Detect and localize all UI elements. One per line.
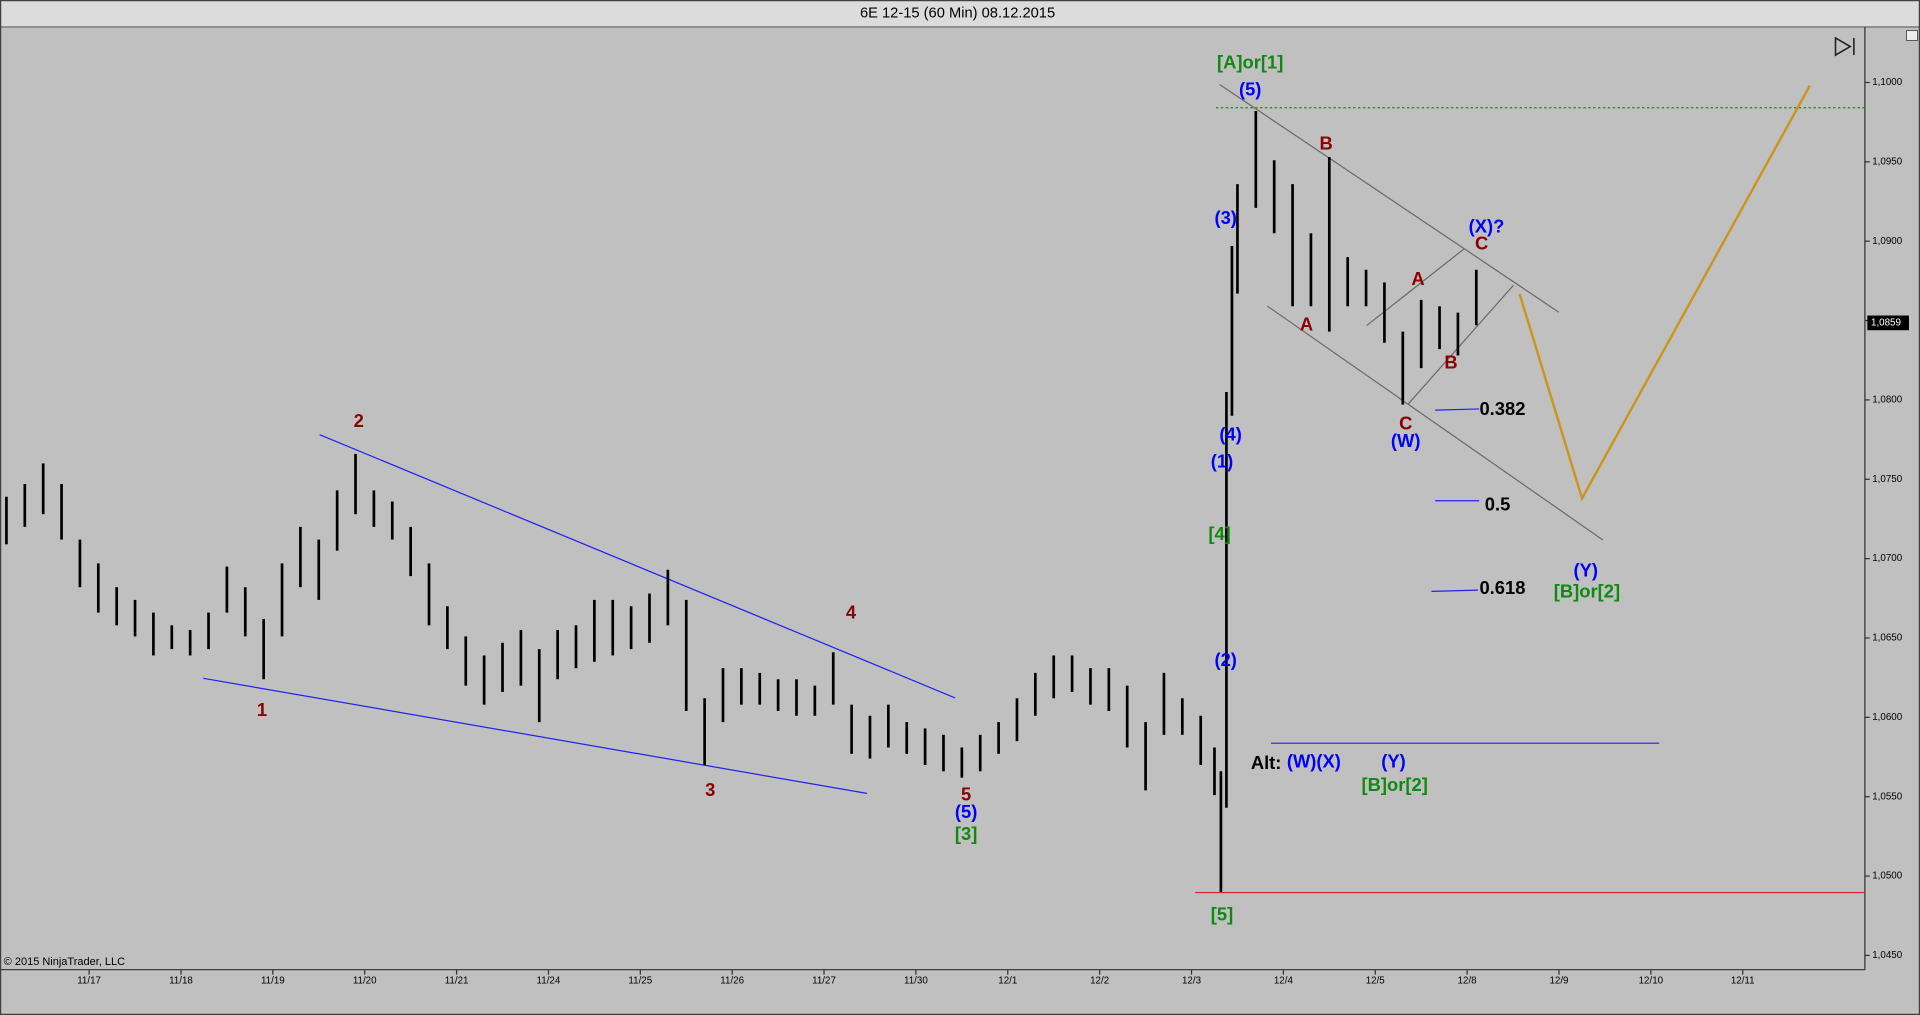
wave-label: 2 bbox=[354, 410, 364, 431]
wave-label: (4) bbox=[1219, 424, 1241, 445]
x-tick-label: 11/19 bbox=[261, 975, 285, 986]
wave-label: (5) bbox=[1239, 78, 1261, 99]
panel-toggle[interactable] bbox=[1906, 30, 1918, 41]
wave-label: [B]or[2] bbox=[1554, 580, 1620, 601]
chart-title: 6E 12-15 (60 Min) 08.12.2015 bbox=[860, 5, 1055, 21]
wave-label: 0.5 bbox=[1485, 494, 1511, 515]
wave-label: 4 bbox=[846, 601, 857, 622]
x-tick-label: 11/18 bbox=[169, 975, 193, 986]
last-price-label: 1,0859 bbox=[1871, 317, 1901, 328]
projection-path bbox=[1518, 85, 1811, 502]
wave-label: 0.382 bbox=[1479, 398, 1525, 419]
wave-label: [A]or[1] bbox=[1217, 52, 1283, 73]
channel-line bbox=[1366, 248, 1465, 327]
y-tick-label: 1,0450 bbox=[1872, 950, 1902, 961]
price-bars bbox=[5, 111, 1478, 892]
y-tick-label: 1,0650 bbox=[1872, 633, 1902, 644]
x-tick-label: 11/26 bbox=[720, 975, 744, 986]
wave-label: B bbox=[1319, 132, 1332, 153]
trend-line bbox=[203, 677, 868, 794]
x-tick-label: 11/24 bbox=[537, 975, 561, 986]
x-tick-label: 12/8 bbox=[1458, 975, 1478, 986]
wave-label: B bbox=[1444, 351, 1457, 372]
wave-label: (X)? bbox=[1469, 216, 1505, 237]
wave-label: (W) bbox=[1391, 430, 1421, 451]
y-tick-label: 1,0600 bbox=[1872, 712, 1902, 723]
x-tick-label: 11/21 bbox=[445, 975, 469, 986]
y-tick-label: 1,0750 bbox=[1872, 474, 1902, 485]
y-tick-label: 1,0950 bbox=[1872, 156, 1902, 167]
wave-label: C bbox=[1399, 413, 1412, 434]
title-bar bbox=[0, 0, 1920, 27]
fib-line bbox=[1431, 589, 1478, 592]
wave-label: A bbox=[1411, 268, 1424, 289]
fib-line bbox=[1435, 408, 1480, 411]
wave-label: A bbox=[1300, 314, 1313, 335]
play-icon[interactable] bbox=[1834, 36, 1855, 57]
wave-label: [4] bbox=[1208, 523, 1230, 544]
x-tick-label: 12/3 bbox=[1182, 975, 1202, 986]
last-price-box bbox=[1867, 315, 1909, 331]
wave-label: (Y) bbox=[1573, 560, 1597, 581]
x-tick-label: 12/9 bbox=[1549, 975, 1568, 986]
x-tick-label: 11/17 bbox=[77, 975, 101, 986]
x-tick-label: 12/10 bbox=[1639, 975, 1664, 986]
wave-label: 0.618 bbox=[1479, 577, 1525, 598]
y-tick-label: 1,0800 bbox=[1872, 395, 1902, 406]
wave-label: [5] bbox=[1211, 904, 1233, 925]
wave-label: (Y) bbox=[1381, 751, 1405, 772]
wave-label: (W)(X) bbox=[1287, 751, 1341, 772]
wave-label: [B]or[2] bbox=[1362, 774, 1428, 795]
y-tick-label: 1,0700 bbox=[1872, 553, 1902, 564]
x-tick-label: 12/11 bbox=[1731, 975, 1755, 986]
wave-label: 3 bbox=[705, 779, 715, 800]
wave-label: 1 bbox=[257, 699, 267, 720]
channel-line bbox=[1219, 83, 1560, 313]
play-triangle[interactable] bbox=[1834, 36, 1852, 57]
drawings bbox=[203, 83, 1865, 894]
wave-label: (3) bbox=[1214, 207, 1236, 228]
wave-label: C bbox=[1475, 233, 1488, 254]
wave-label: (5) bbox=[955, 801, 977, 822]
y-tick-label: 1,0900 bbox=[1872, 236, 1902, 247]
y-tick-label: 1,0500 bbox=[1872, 871, 1902, 882]
wave-label: (1) bbox=[1211, 451, 1233, 472]
channel-line bbox=[1407, 284, 1514, 405]
x-tick-label: 12/4 bbox=[1274, 975, 1294, 986]
x-tick-label: 11/20 bbox=[353, 975, 377, 986]
wave-label: Alt: bbox=[1251, 752, 1282, 773]
x-tick-label: 12/5 bbox=[1366, 975, 1386, 986]
trend-line bbox=[319, 434, 956, 699]
y-tick-label: 1,1000 bbox=[1872, 77, 1902, 88]
channel-line bbox=[1266, 305, 1604, 541]
copyright: © 2015 NinjaTrader, LLC bbox=[4, 956, 125, 968]
wave-label: 5 bbox=[961, 784, 971, 805]
x-tick-label: 12/2 bbox=[1090, 975, 1109, 986]
x-tick-label: 11/27 bbox=[812, 975, 836, 986]
x-tick-label: 11/30 bbox=[904, 975, 928, 986]
x-tick-label: 12/1 bbox=[998, 975, 1017, 986]
x-tick-label: 11/25 bbox=[628, 975, 652, 986]
wave-label: (2) bbox=[1214, 649, 1236, 670]
y-tick-label: 1,0550 bbox=[1872, 791, 1902, 802]
wave-label: [3] bbox=[955, 823, 977, 844]
